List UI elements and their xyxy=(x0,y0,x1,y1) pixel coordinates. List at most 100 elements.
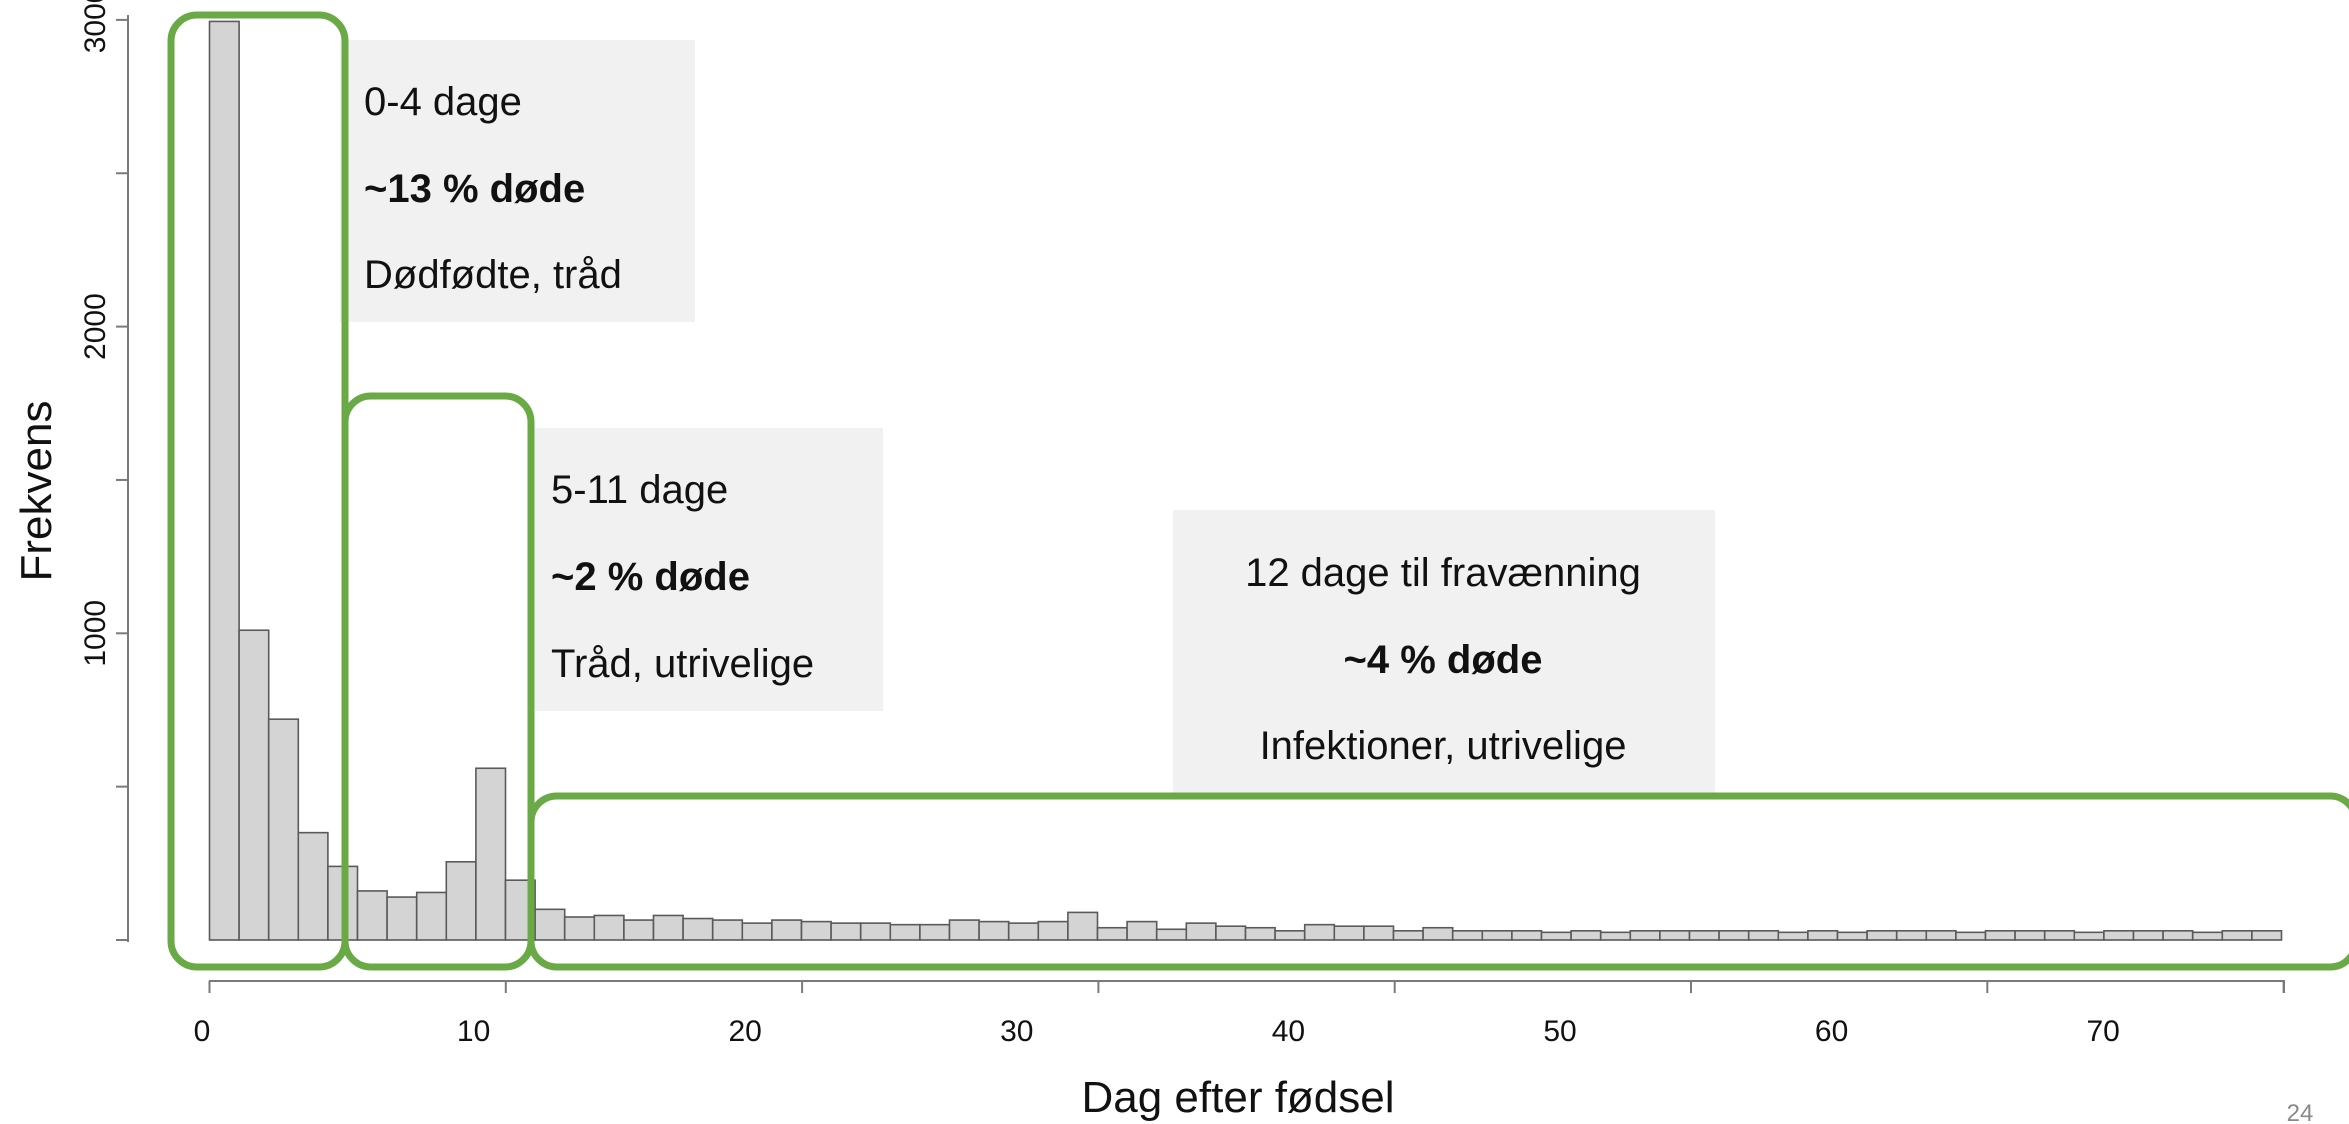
histogram-bar-day-9 xyxy=(475,767,507,941)
histogram-bar-day-58 xyxy=(1925,929,1957,941)
group-box-12-plus xyxy=(527,792,2349,971)
histogram-bar-day-36 xyxy=(1274,929,1306,941)
histogram-bar-day-68 xyxy=(2221,929,2253,941)
histogram-bar-day-65 xyxy=(2132,929,2164,941)
histogram-bar-day-15 xyxy=(652,914,684,941)
x-ticks-group: 0 10 20 30 40 50 60 70 xyxy=(194,981,2285,1048)
annotation-group1-pct: ~13 % døde xyxy=(364,167,585,211)
histogram-bar-day-57 xyxy=(1895,929,1928,941)
annotation-group1-cause: Dødfødte, tråd xyxy=(364,253,622,297)
histogram-bar-day-39 xyxy=(1363,925,1395,941)
x-tick-label-60: 60 xyxy=(1815,1015,1848,1048)
histogram-bar-day-43 xyxy=(1481,929,1513,941)
histogram-bar-day-32 xyxy=(1155,928,1188,941)
histogram-bar-day-21 xyxy=(830,922,862,941)
histogram-bar-day-53 xyxy=(1777,931,1809,941)
page-number: 24 xyxy=(2287,1100,2314,1124)
histogram-bar-day-66 xyxy=(2162,929,2194,941)
histogram-bar-day-6 xyxy=(386,896,418,941)
histogram-bar-day-41 xyxy=(1422,926,1454,941)
bars-group xyxy=(208,20,2283,941)
y-tick-label-2000: 2000 xyxy=(79,293,112,360)
histogram-bar-day-59 xyxy=(1955,931,1987,941)
histogram-bar-day-7 xyxy=(415,891,448,941)
histogram-bar-day-44 xyxy=(1511,929,1543,941)
y-axis-title: Frekvens xyxy=(12,401,61,582)
histogram-bar-day-49 xyxy=(1659,929,1691,941)
histogram-bar-day-62 xyxy=(2043,929,2076,941)
x-tick-label-40: 40 xyxy=(1272,1015,1305,1048)
annotation-group3-pct: ~4 % døde xyxy=(1344,638,1543,682)
histogram-bar-day-23 xyxy=(889,923,921,941)
annotation-bg-group3 xyxy=(1173,510,1715,795)
histogram-bar-day-20 xyxy=(800,920,832,941)
y-tick-label-1000: 1000 xyxy=(79,600,112,667)
histogram-bar-day-33 xyxy=(1185,922,1217,941)
histogram-bar-day-56 xyxy=(1866,929,1898,941)
histogram-bar-day-24 xyxy=(919,923,951,941)
histogram-bar-day-30 xyxy=(1096,926,1128,941)
histogram-bar-day-38 xyxy=(1333,925,1365,941)
annotation-bg-group2 xyxy=(528,428,883,711)
y-ticks-group: 1000 2000 3000 xyxy=(79,0,128,941)
annotation-group2-cause: Tråd, utrivelige xyxy=(551,642,814,686)
histogram-bar-day-25 xyxy=(948,919,980,941)
histogram-bar-day-54 xyxy=(1807,929,1839,941)
histogram-bar-day-55 xyxy=(1836,931,1868,941)
histogram-bar-day-11 xyxy=(534,908,566,941)
histogram-bar-day-29 xyxy=(1067,911,1099,941)
group-box-5-11 xyxy=(341,392,535,971)
x-tick-label-20: 20 xyxy=(729,1015,762,1048)
histogram-bar-day-34 xyxy=(1215,925,1247,941)
histogram-bar-day-26 xyxy=(978,920,1010,941)
histogram-bar-day-28 xyxy=(1037,920,1069,941)
x-tick-label-30: 30 xyxy=(1000,1015,1033,1048)
histogram-bar-day-67 xyxy=(2191,931,2224,941)
histogram-bar-day-0 xyxy=(208,20,240,941)
histogram-bar-day-64 xyxy=(2103,929,2135,941)
annotation-group2-range: 5-11 dage xyxy=(551,468,728,512)
histogram-bar-day-61 xyxy=(2014,929,2046,941)
histogram-bar-day-52 xyxy=(1747,929,1780,941)
histogram-bar-day-1 xyxy=(238,629,270,941)
histogram-bar-day-51 xyxy=(1718,929,1750,941)
annotation-group1-range: 0-4 dage xyxy=(364,80,522,124)
annotation-group2-pct: ~2 % døde xyxy=(551,555,750,599)
histogram-bar-day-46 xyxy=(1570,929,1602,941)
histogram-bar-day-45 xyxy=(1540,931,1572,941)
histogram-bar-day-69 xyxy=(2251,929,2283,941)
histogram-bar-day-50 xyxy=(1688,929,1720,941)
histogram-bar-day-48 xyxy=(1629,929,1661,941)
histogram-bar-day-13 xyxy=(593,914,625,941)
x-tick-label-10: 10 xyxy=(457,1015,490,1048)
annotation-group3-range: 12 dage til fravænning xyxy=(1245,551,1641,595)
histogram-bar-day-17 xyxy=(711,919,744,941)
y-tick-label-3000: 3000 xyxy=(79,0,112,53)
annotation-group3-cause: Infektioner, utrivelige xyxy=(1260,724,1627,768)
histogram-bar-day-27 xyxy=(1007,922,1040,941)
x-tick-label-50: 50 xyxy=(1543,1015,1576,1048)
histogram-bar-day-37 xyxy=(1303,923,1336,941)
histogram-bar-day-2 xyxy=(267,718,300,941)
histogram-bar-day-47 xyxy=(1599,931,1632,941)
histogram-bar-day-5 xyxy=(356,890,388,941)
histogram-bar-day-40 xyxy=(1392,929,1424,941)
histogram-bar-day-12 xyxy=(563,916,596,941)
x-tick-label-0: 0 xyxy=(194,1015,211,1048)
histogram-bar-day-14 xyxy=(623,919,655,941)
histogram-bar-day-18 xyxy=(741,922,773,941)
x-tick-label-70: 70 xyxy=(2087,1015,2120,1048)
histogram-bar-day-8 xyxy=(445,860,477,941)
histogram-bar-day-35 xyxy=(1244,926,1276,941)
histogram-bar-day-22 xyxy=(859,922,892,941)
histogram-bar-day-60 xyxy=(1984,929,2016,941)
x-axis-title: Dag efter fødsel xyxy=(1081,1073,1394,1122)
histogram-bar-day-42 xyxy=(1451,929,1484,941)
histogram-bar-day-19 xyxy=(771,919,803,941)
histogram-bar-day-31 xyxy=(1126,920,1158,941)
histogram-bar-day-16 xyxy=(682,917,714,941)
histogram-bar-day-63 xyxy=(2073,931,2105,941)
histogram-bar-day-3 xyxy=(297,831,329,941)
annotation-bg-group1 xyxy=(340,40,695,322)
